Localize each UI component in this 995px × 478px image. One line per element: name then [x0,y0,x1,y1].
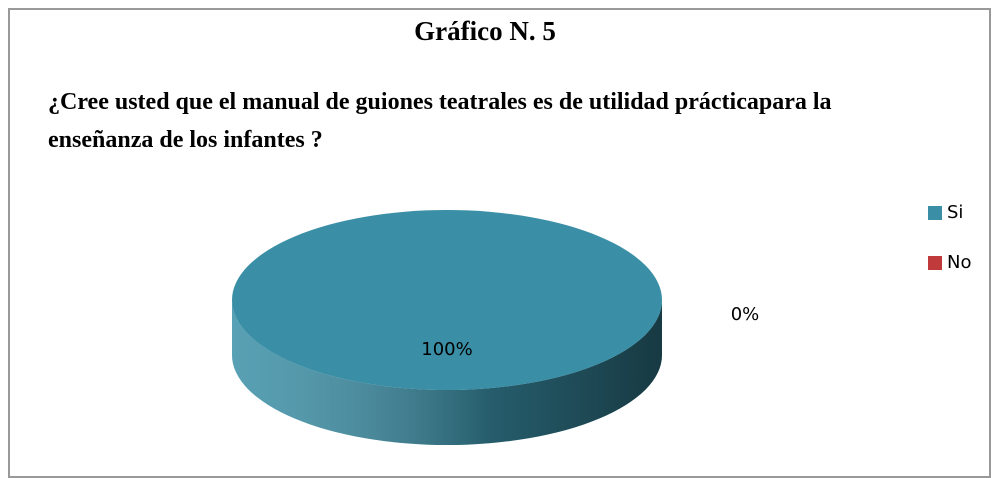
legend-label: Si [947,202,963,223]
data-label: 0% [731,304,760,325]
legend-label: No [947,252,971,273]
data-label: 100% [421,339,472,360]
page: {"chart_data": {"type": "pie", "title": … [8,8,991,478]
chart-subtitle: ¿Cree usted que el manual de guiones tea… [48,89,832,153]
chart-title: Gráfico N. 5 [414,16,556,46]
chart: 100% 0% Si No [232,202,971,445]
pie-slice [232,210,662,390]
legend-swatch [928,256,942,270]
legend-swatch [928,206,942,220]
pie-side-shade [232,300,662,445]
